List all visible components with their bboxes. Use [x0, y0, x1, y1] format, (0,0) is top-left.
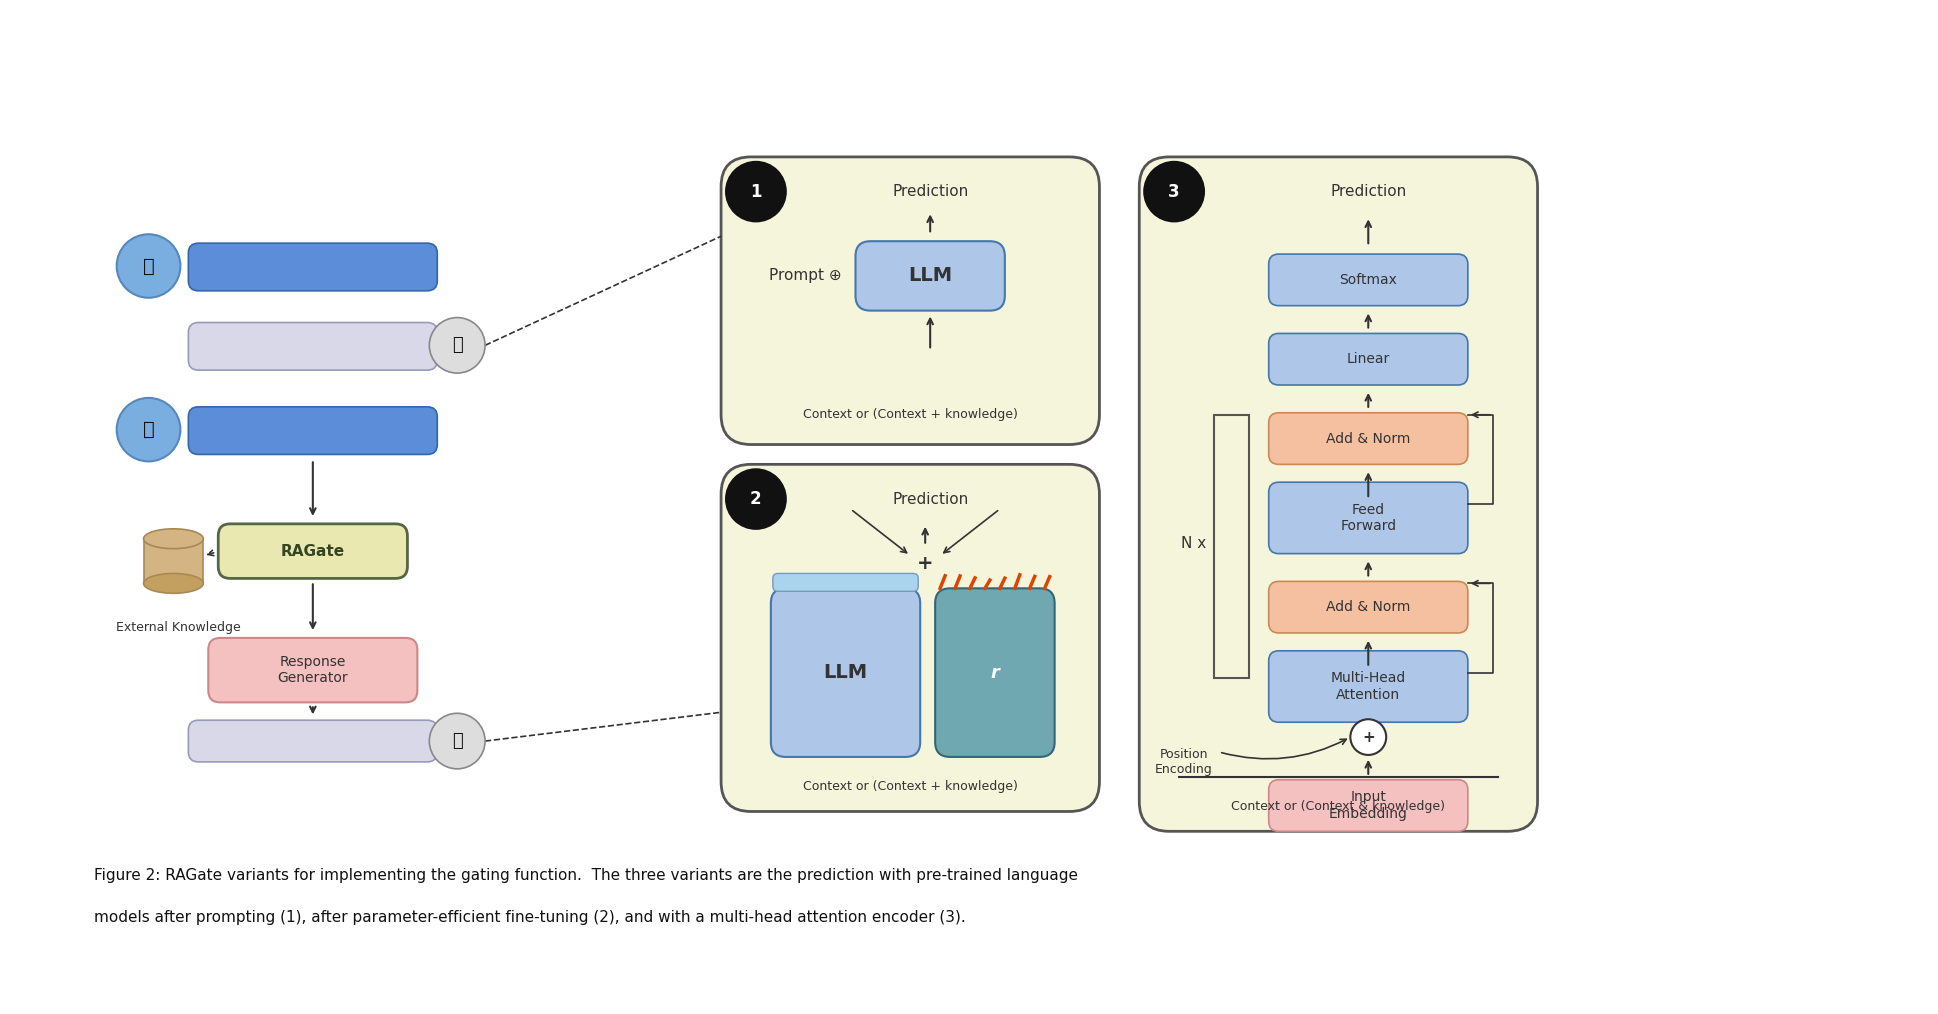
Text: Softmax: Softmax — [1339, 273, 1397, 287]
Text: 🤖: 🤖 — [452, 732, 463, 750]
FancyBboxPatch shape — [188, 322, 438, 370]
FancyBboxPatch shape — [1269, 780, 1467, 831]
Text: 🐻: 🐻 — [143, 257, 155, 276]
Circle shape — [116, 234, 180, 298]
FancyBboxPatch shape — [936, 588, 1054, 756]
Text: LLM: LLM — [824, 663, 868, 682]
Text: Input
Embedding: Input Embedding — [1329, 791, 1407, 820]
Text: Figure 2: RAGate variants for implementing the gating function.  The three varia: Figure 2: RAGate variants for implementi… — [93, 868, 1078, 883]
Text: +: + — [917, 554, 934, 573]
Text: N x: N x — [1182, 536, 1207, 552]
Circle shape — [727, 469, 785, 529]
FancyBboxPatch shape — [1269, 651, 1467, 722]
Ellipse shape — [143, 529, 203, 549]
Circle shape — [430, 713, 484, 769]
Text: Position
Encoding: Position Encoding — [1155, 748, 1213, 776]
FancyBboxPatch shape — [1269, 483, 1467, 554]
FancyBboxPatch shape — [188, 243, 438, 291]
FancyBboxPatch shape — [773, 574, 919, 591]
FancyBboxPatch shape — [188, 720, 438, 762]
FancyBboxPatch shape — [1269, 334, 1467, 385]
FancyBboxPatch shape — [219, 524, 407, 578]
FancyBboxPatch shape — [143, 538, 203, 583]
Text: 1: 1 — [750, 183, 762, 201]
Text: Prediction: Prediction — [891, 185, 969, 199]
Text: r: r — [990, 663, 1000, 681]
Text: Prompt ⊕: Prompt ⊕ — [769, 269, 841, 284]
Text: models after prompting (1), after parameter-efficient fine-tuning (2), and with : models after prompting (1), after parame… — [93, 911, 965, 925]
Text: 2: 2 — [750, 490, 762, 508]
Text: LLM: LLM — [909, 267, 952, 285]
FancyBboxPatch shape — [721, 464, 1099, 811]
Ellipse shape — [143, 574, 203, 593]
Circle shape — [727, 162, 785, 221]
Text: Prediction: Prediction — [891, 492, 969, 507]
Circle shape — [1143, 162, 1203, 221]
Text: Linear: Linear — [1347, 352, 1390, 366]
Text: Response
Generator: Response Generator — [277, 655, 349, 684]
Text: Multi-Head
Attention: Multi-Head Attention — [1331, 671, 1405, 702]
FancyBboxPatch shape — [1269, 581, 1467, 633]
Text: 3: 3 — [1169, 183, 1180, 201]
Text: RAGate: RAGate — [281, 545, 345, 559]
FancyBboxPatch shape — [207, 638, 417, 703]
FancyBboxPatch shape — [771, 588, 921, 756]
Text: Add & Norm: Add & Norm — [1326, 600, 1411, 614]
Circle shape — [430, 317, 484, 373]
Text: Prediction: Prediction — [1329, 185, 1407, 199]
Text: Context or (Context & knowledge): Context or (Context & knowledge) — [1231, 800, 1446, 813]
FancyBboxPatch shape — [1269, 255, 1467, 305]
Text: Feed
Forward: Feed Forward — [1341, 503, 1397, 533]
FancyBboxPatch shape — [188, 407, 438, 454]
Text: Context or (Context + knowledge): Context or (Context + knowledge) — [802, 780, 1017, 793]
Text: Add & Norm: Add & Norm — [1326, 432, 1411, 445]
Text: +: + — [1362, 730, 1374, 744]
FancyBboxPatch shape — [1269, 413, 1467, 464]
Text: External Knowledge: External Knowledge — [116, 622, 240, 635]
FancyBboxPatch shape — [721, 157, 1099, 444]
Text: 🤖: 🤖 — [452, 337, 463, 354]
FancyBboxPatch shape — [1140, 157, 1537, 831]
Text: 🐻: 🐻 — [143, 420, 155, 439]
FancyBboxPatch shape — [855, 241, 1004, 310]
Circle shape — [1351, 719, 1386, 755]
Circle shape — [116, 397, 180, 461]
Text: Context or (Context + knowledge): Context or (Context + knowledge) — [802, 409, 1017, 421]
